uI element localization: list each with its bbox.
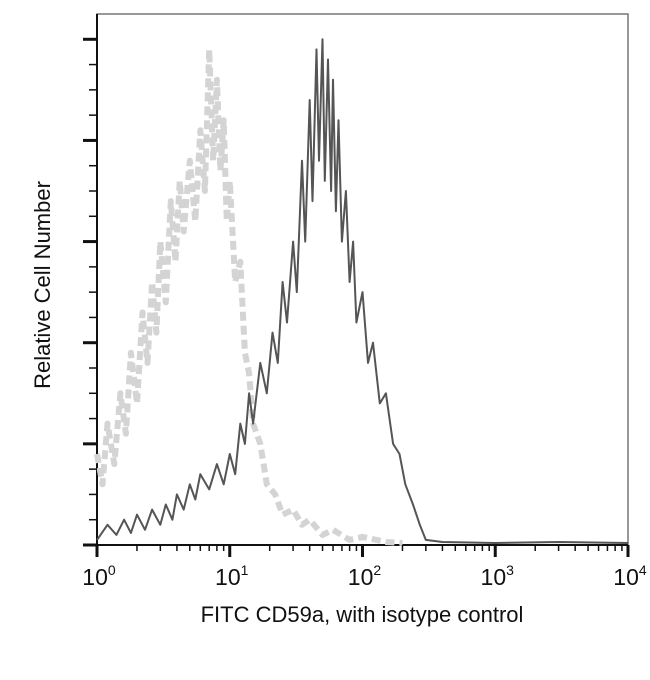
plot-border <box>96 13 629 546</box>
x-tick-labels: 100 101 102 103 104 <box>82 562 647 590</box>
series-line-0 <box>94 46 403 546</box>
x-tick-exponent: 4 <box>639 562 647 578</box>
series-line-1 <box>96 38 629 544</box>
plot-frame <box>96 13 629 546</box>
x-tick-base: 10 <box>82 564 108 590</box>
x-tick-exponent: 3 <box>506 562 514 578</box>
axis-ticks <box>83 37 630 557</box>
x-tick-base: 10 <box>481 564 507 590</box>
x-tick-base: 10 <box>215 564 241 590</box>
x-tick-exponent: 1 <box>241 562 249 578</box>
x-tick-label: 103 <box>481 562 515 590</box>
series-layer <box>94 38 629 546</box>
x-tick-base: 10 <box>348 564 374 590</box>
y-axis-title: Relative Cell Number <box>30 181 55 389</box>
x-tick-label: 104 <box>613 562 647 590</box>
x-tick-label: 102 <box>348 562 382 590</box>
x-tick-label: 101 <box>215 562 249 590</box>
x-tick-exponent: 0 <box>108 562 116 578</box>
x-tick-label: 100 <box>82 562 116 590</box>
x-tick-exponent: 2 <box>373 562 381 578</box>
x-tick-base: 10 <box>613 564 639 590</box>
x-axis-title: FITC CD59a, with isotype control <box>201 602 524 627</box>
